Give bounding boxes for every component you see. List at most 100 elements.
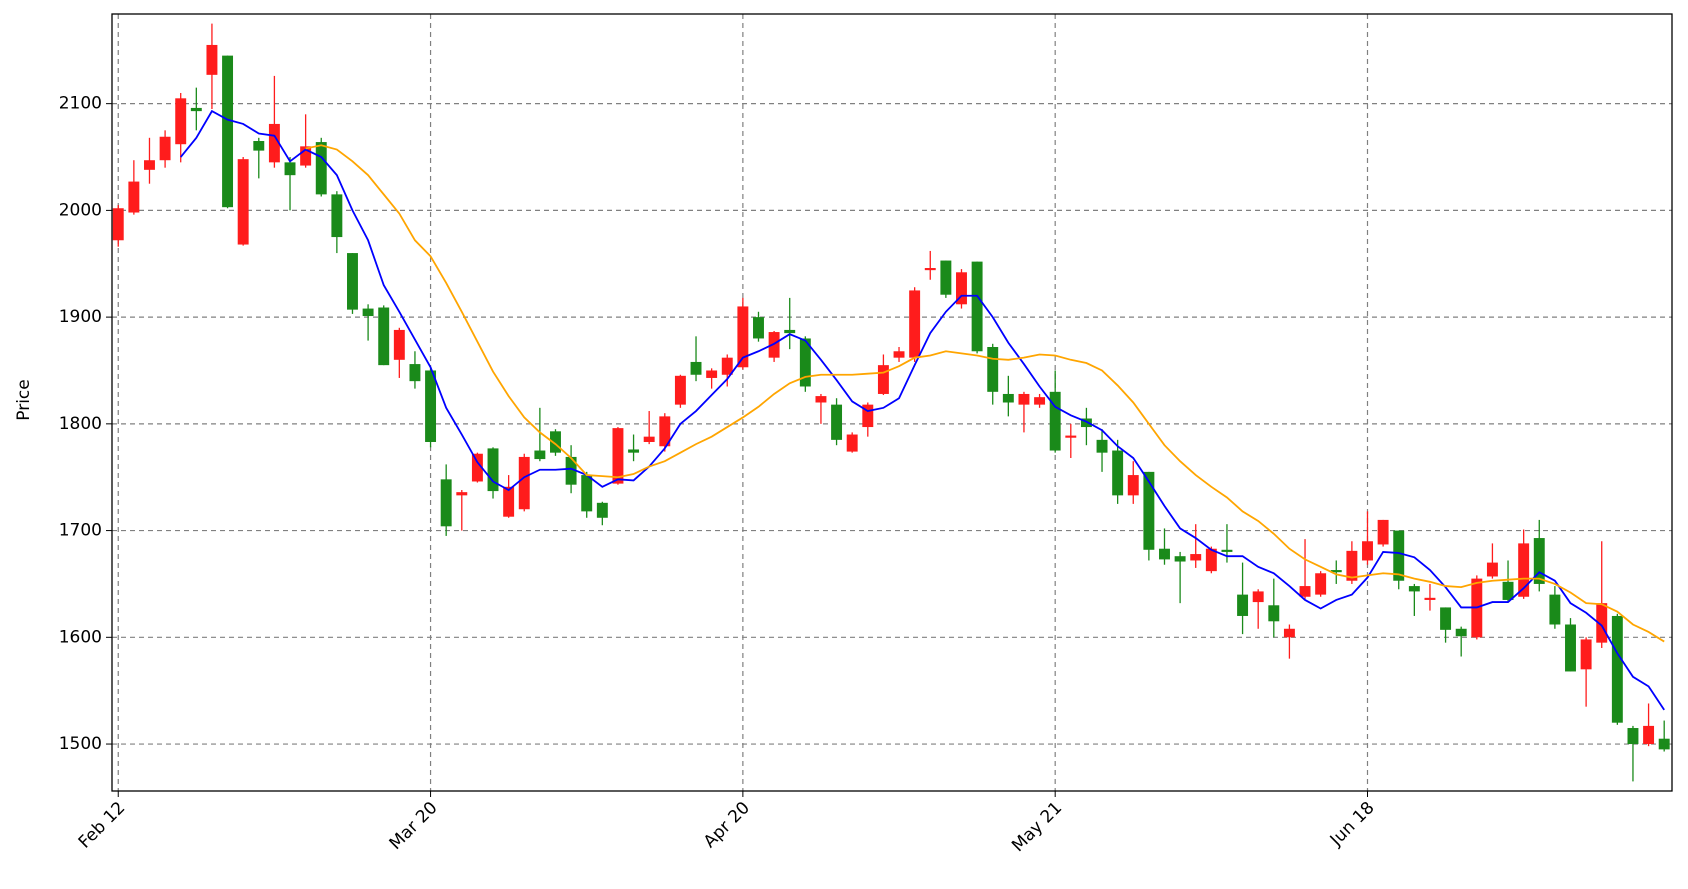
candle-body <box>706 370 718 378</box>
candle-body <box>1502 581 1514 600</box>
candle-body <box>612 428 624 484</box>
candle-body <box>128 181 140 213</box>
candle-body <box>456 492 468 496</box>
candle-body <box>1346 550 1358 581</box>
candle-body <box>909 290 921 358</box>
candle-body <box>674 375 686 405</box>
candle-body <box>1315 573 1327 595</box>
candle-body <box>1658 738 1670 750</box>
y-axis-label: Price <box>14 379 34 420</box>
candle-body <box>1455 628 1467 637</box>
candle-body <box>144 160 155 170</box>
candle-body <box>940 260 952 295</box>
candle-body <box>643 436 655 442</box>
candle-body <box>378 307 390 366</box>
candle-body <box>1377 519 1389 545</box>
candle-body <box>1034 397 1046 405</box>
candle-body <box>956 272 967 305</box>
candle-body <box>893 351 905 358</box>
candle-body <box>1643 725 1655 745</box>
candle-body <box>300 146 312 166</box>
candle-body <box>1611 615 1623 723</box>
candle-body <box>534 450 546 460</box>
x-tick-label: Apr 20 <box>700 798 754 852</box>
x-tick-label: Jun 18 <box>1326 798 1379 851</box>
candle-body <box>206 44 218 75</box>
candle-body <box>831 404 843 440</box>
candle-body <box>1408 586 1420 592</box>
candle-body <box>737 306 749 368</box>
candle-body <box>784 329 796 334</box>
candle-body <box>1049 391 1061 451</box>
candle-body <box>815 396 827 403</box>
candle-body <box>487 448 499 492</box>
candle-body <box>253 141 265 151</box>
candle-body <box>1143 471 1155 550</box>
candle-body <box>971 261 983 352</box>
candle-body <box>1174 556 1186 562</box>
candle-body <box>1440 607 1452 630</box>
candle-body <box>237 159 249 245</box>
candle-body <box>1627 728 1639 745</box>
candle-body <box>550 431 561 453</box>
candle-body <box>862 404 874 428</box>
candle-body <box>190 107 202 112</box>
candle-body <box>565 456 577 485</box>
candle-body <box>393 329 405 360</box>
candle-body <box>518 456 530 510</box>
candle-body <box>1486 562 1498 577</box>
candle-body <box>1362 541 1373 561</box>
y-tick-label: 2100 <box>59 94 102 114</box>
candle-body <box>1268 605 1280 622</box>
candle-body <box>1518 543 1530 597</box>
candle-body <box>268 123 280 163</box>
candle-body <box>1002 393 1014 403</box>
x-tick-label: May 21 <box>1008 798 1066 856</box>
candle-body <box>768 332 780 358</box>
candle-body <box>1549 594 1561 625</box>
candle-body <box>753 317 764 339</box>
candle-body <box>409 364 421 382</box>
candle-body <box>315 142 327 195</box>
moving-average <box>305 144 1665 643</box>
candle-body <box>1283 628 1295 638</box>
candle-body <box>1096 439 1108 453</box>
candle-body <box>1237 594 1249 616</box>
candle-body <box>581 475 593 512</box>
candle-body <box>1205 548 1217 572</box>
candle-body <box>1424 597 1436 600</box>
candle-body <box>1065 435 1077 438</box>
candle-body <box>1596 603 1608 643</box>
y-tick-label: 1700 <box>59 521 102 541</box>
candle-body <box>1330 570 1342 573</box>
candle-body <box>1080 418 1092 428</box>
candle-body <box>1565 624 1576 672</box>
candle-body <box>1299 586 1311 597</box>
candle-body <box>159 136 171 161</box>
y-tick-label: 1500 <box>59 734 102 754</box>
y-tick-label: 1800 <box>59 414 102 434</box>
candle-body <box>1221 549 1233 552</box>
candle-body <box>799 338 811 387</box>
candle-body <box>877 365 889 394</box>
candle-body <box>987 347 999 392</box>
y-tick-label: 2000 <box>59 200 102 220</box>
candle-body <box>503 486 515 517</box>
x-tick-label: Feb 12 <box>75 798 130 853</box>
candle-body <box>1533 538 1545 584</box>
candle-body <box>628 449 640 453</box>
plot-frame <box>111 13 1673 792</box>
y-tick-label: 1600 <box>59 627 102 647</box>
candle-body <box>721 357 733 375</box>
candle-body <box>1190 554 1202 561</box>
candle-body <box>1018 393 1030 405</box>
candle-body <box>1252 591 1264 603</box>
candle-body <box>846 434 858 452</box>
candle-body <box>471 453 483 482</box>
candle-body <box>347 253 358 310</box>
candle-body <box>924 268 936 271</box>
candle-body <box>362 308 374 317</box>
candle-body <box>690 361 702 375</box>
